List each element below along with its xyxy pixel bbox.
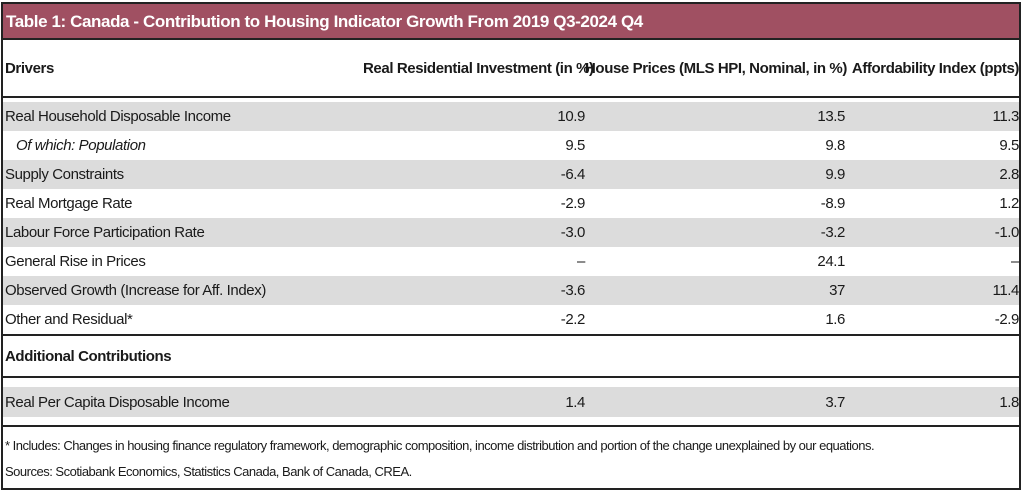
column-header-affordability: Affordability Index (ppts)	[851, 59, 1020, 77]
table-row: Labour Force Participation Rate -3.0 -3.…	[3, 218, 1019, 247]
cell-value: –	[1011, 253, 1019, 270]
sources-note: Sources: Scotiabank Economics, Statistic…	[5, 464, 412, 479]
cell-value: 9.5	[999, 137, 1019, 154]
table-row: Supply Constraints -6.4 9.9 2.8	[3, 160, 1019, 189]
row-label: Other and Residual*	[5, 311, 133, 328]
row-label: Of which: Population	[16, 137, 146, 154]
cell-value: 37	[829, 282, 845, 299]
cell-value: 9.5	[565, 137, 585, 154]
column-header-drivers: Drivers	[5, 59, 54, 77]
cell-value: -2.2	[560, 311, 586, 328]
section-heading: Additional Contributions	[5, 347, 172, 365]
cell-value: -3.2	[820, 224, 846, 241]
additional-contributions-heading: Additional Contributions	[3, 334, 1019, 378]
footnote: * Includes: Changes in housing finance r…	[5, 438, 875, 453]
row-label: Observed Growth (Increase for Aff. Index…	[5, 282, 266, 299]
row-label: Real Household Disposable Income	[5, 108, 231, 125]
row-label: Real Mortgage Rate	[5, 195, 133, 212]
cell-value: -1.0	[994, 224, 1020, 241]
cell-value: 9.9	[825, 166, 845, 183]
table-notes: * Includes: Changes in housing finance r…	[3, 425, 1019, 488]
cell-value: -3.0	[560, 224, 586, 241]
cell-value: 13.5	[817, 108, 845, 125]
table-row: General Rise in Prices – 24.1 –	[3, 247, 1019, 276]
table-row: Of which: Population 9.5 9.8 9.5	[3, 131, 1019, 160]
row-label: Labour Force Participation Rate	[5, 224, 205, 241]
row-label: Real Per Capita Disposable Income	[5, 393, 230, 411]
header-row: Drivers Real Residential Investment (in …	[3, 40, 1019, 98]
table-title: Table 1: Canada - Contribution to Housin…	[3, 4, 1019, 40]
table-row: Real Per Capita Disposable Income 1.4 3.…	[3, 387, 1019, 417]
cell-value: 1.6	[825, 311, 845, 328]
cell-value: 2.8	[999, 166, 1019, 183]
cell-value: –	[577, 253, 585, 270]
table-row: Observed Growth (Increase for Aff. Index…	[3, 276, 1019, 305]
cell-value: 24.1	[817, 253, 845, 270]
cell-value: -6.4	[560, 166, 586, 183]
cell-value: -2.9	[994, 311, 1020, 328]
table-row: Other and Residual* -2.2 1.6 -2.9	[3, 305, 1019, 334]
cell-value: 1.8	[999, 393, 1019, 411]
cell-value: 9.8	[825, 137, 845, 154]
table-row: Real Household Disposable Income 10.9 13…	[3, 102, 1019, 131]
cell-value: -3.6	[560, 282, 586, 299]
cell-value: 1.4	[565, 393, 585, 411]
cell-value: 1.2	[999, 195, 1019, 212]
row-label: Supply Constraints	[5, 166, 124, 183]
cell-value: -2.9	[560, 195, 586, 212]
cell-value: 3.7	[825, 393, 845, 411]
cell-value: 10.9	[557, 108, 585, 125]
row-label: General Rise in Prices	[5, 253, 146, 270]
table-row: Real Mortgage Rate -2.9 -8.9 1.2	[3, 189, 1019, 218]
cell-value: 11.4	[992, 282, 1020, 299]
cell-value: 11.3	[992, 108, 1020, 125]
cell-value: -8.9	[820, 195, 846, 212]
column-header-house-prices: House Prices (MLS HPI, Nominal, in %)	[585, 59, 847, 77]
column-header-residential-investment: Real Residential Investment (in %)	[363, 59, 594, 77]
